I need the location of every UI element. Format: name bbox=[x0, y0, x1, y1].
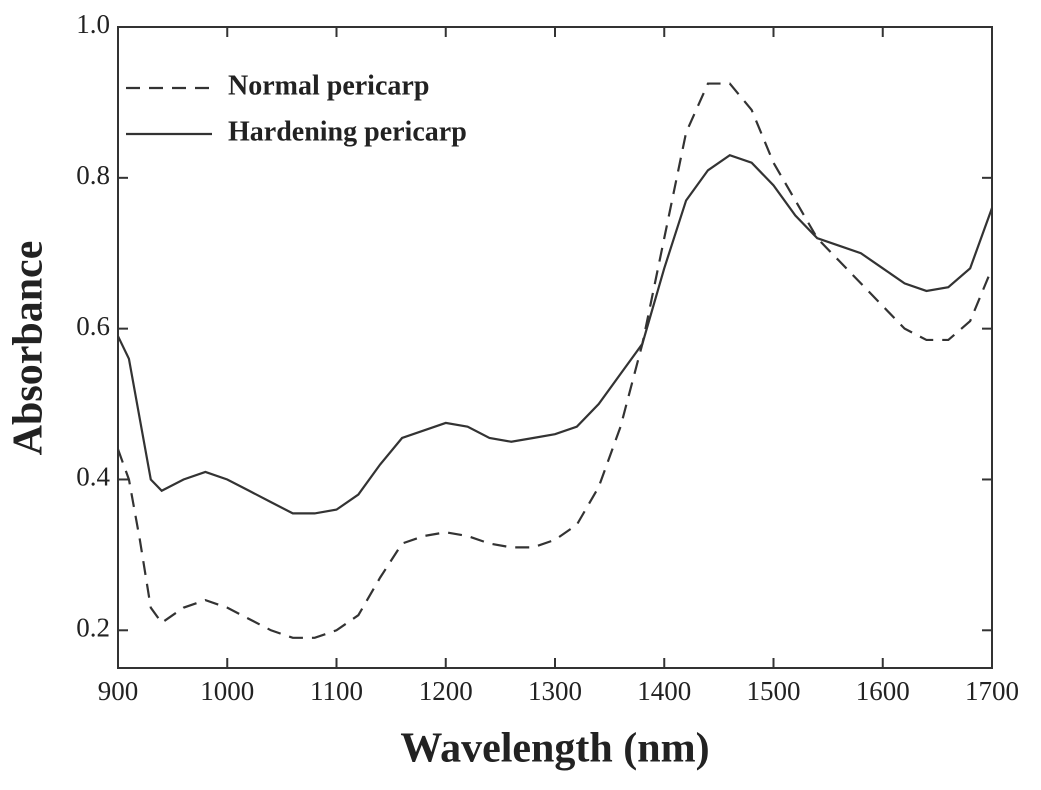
y-tick-label: 0.6 bbox=[76, 311, 110, 341]
series-line bbox=[117, 153, 994, 515]
y-tick-label: 0.8 bbox=[76, 160, 110, 190]
x-tick-label: 1000 bbox=[200, 676, 254, 706]
x-tick-label: 1200 bbox=[419, 676, 473, 706]
x-tick-label: 900 bbox=[98, 676, 139, 706]
x-tick-label: 1500 bbox=[747, 676, 801, 706]
y-tick-label: 1.0 bbox=[76, 9, 110, 39]
legend-label: Normal pericarp bbox=[228, 70, 429, 101]
x-tick-label: 1600 bbox=[856, 676, 910, 706]
x-tick-label: 1100 bbox=[310, 676, 363, 706]
x-tick-label: 1700 bbox=[965, 676, 1019, 706]
x-axis-label: Wavelength (nm) bbox=[400, 726, 709, 772]
x-tick-label: 1300 bbox=[528, 676, 582, 706]
y-axis-label: Absorbance bbox=[6, 241, 52, 456]
series-line bbox=[116, 82, 994, 639]
y-tick-label: 0.2 bbox=[76, 612, 110, 642]
legend-label: Hardening pericarp bbox=[228, 116, 467, 147]
x-tick-label: 1400 bbox=[637, 676, 691, 706]
y-tick-label: 0.4 bbox=[76, 462, 110, 492]
